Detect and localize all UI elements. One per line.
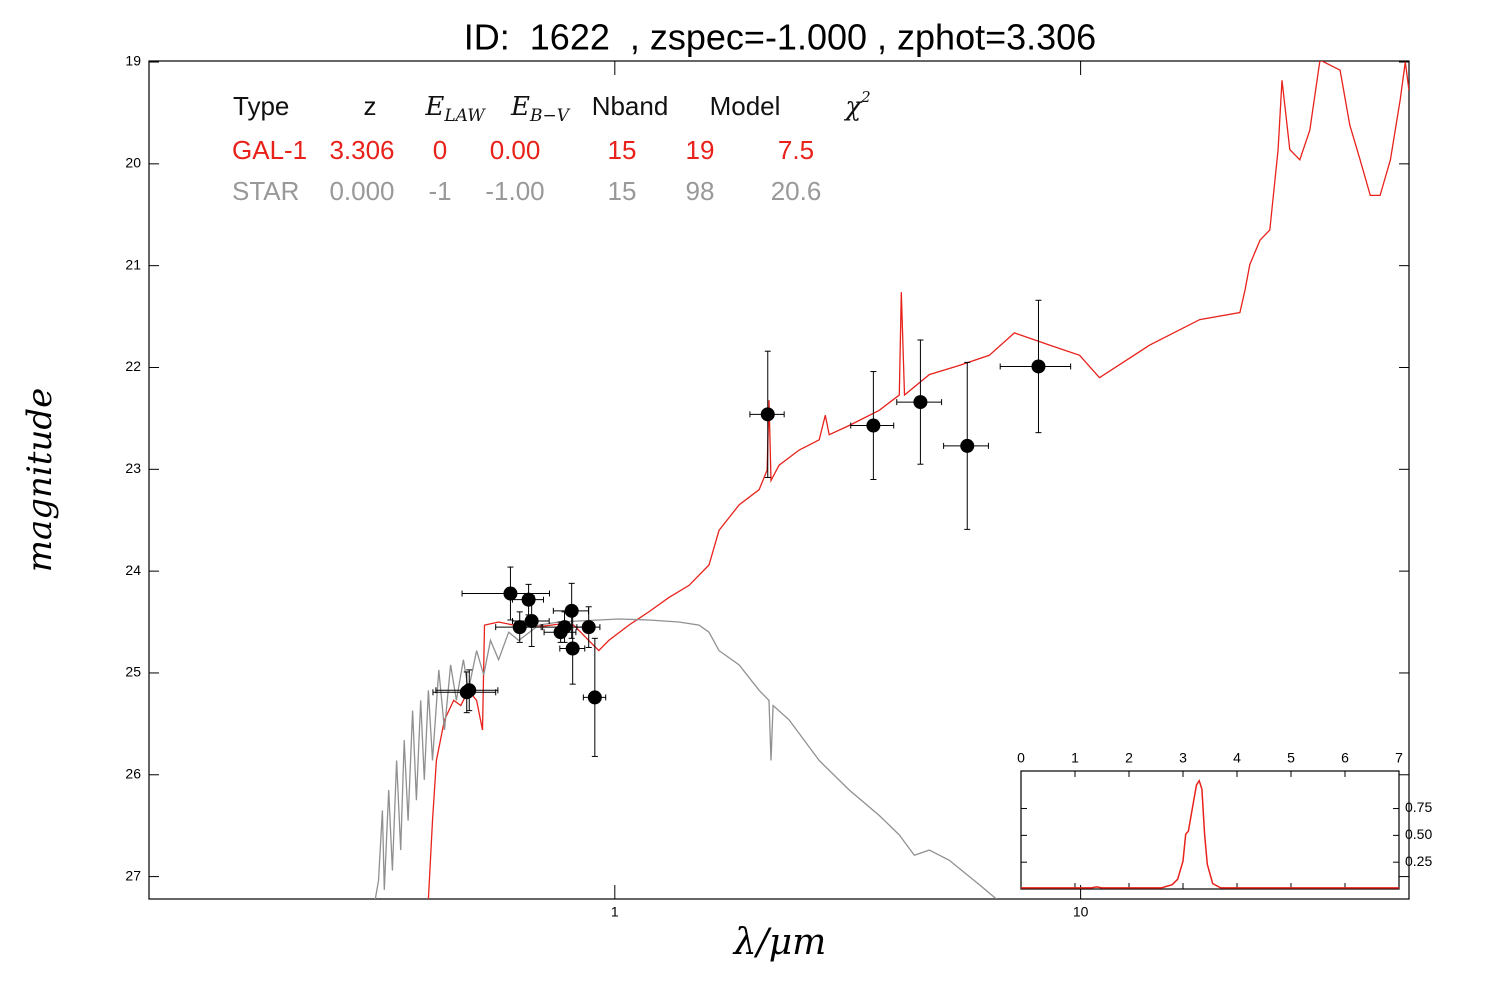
data-point — [521, 592, 536, 607]
table-cell: 0.00 — [490, 135, 541, 165]
table-header: z — [364, 91, 377, 121]
header-subscript: LAW — [443, 106, 486, 126]
table-cell: 0.000 — [329, 176, 394, 206]
table-header: Type — [233, 91, 289, 121]
inset-x-tick-label: 3 — [1179, 750, 1187, 766]
data-point — [462, 683, 477, 698]
x-tick-label: 10 — [1073, 904, 1089, 920]
plot-frame — [148, 60, 1410, 900]
data-point — [524, 614, 539, 629]
table-header: EB−V — [510, 92, 571, 126]
chart-title: ID: 1622 , zspec=-1.000 , zphot=3.306 — [464, 17, 1096, 58]
table-cell: STAR — [232, 176, 299, 206]
header-text: Model — [710, 91, 781, 121]
y-tick-label: 26 — [125, 765, 141, 781]
header-text: Nband — [592, 91, 669, 121]
inset-x-tick-label: 2 — [1125, 750, 1133, 766]
x-tick-label: 1 — [611, 904, 619, 920]
inset-x-tick-label: 0 — [1017, 750, 1025, 766]
data-point — [960, 438, 975, 453]
table-cell: 98 — [686, 176, 715, 206]
inset-y-tick-label: 0.50 — [1405, 826, 1432, 842]
data-point — [503, 586, 518, 601]
inset-frame — [1020, 770, 1400, 890]
y-tick-label: 27 — [125, 867, 141, 883]
header-text: z — [364, 91, 377, 121]
data-point — [581, 620, 596, 635]
table-cell: 20.6 — [771, 176, 822, 206]
header-text: χ — [843, 92, 863, 122]
table-cell: -1 — [428, 176, 451, 206]
table-header: χ2 — [843, 88, 870, 122]
data-point — [512, 620, 527, 635]
inset-x-tick-label: 5 — [1287, 750, 1295, 766]
inset-x-tick-label: 7 — [1395, 750, 1403, 766]
inset-x-tick-label: 1 — [1071, 750, 1079, 766]
table-cell: 15 — [608, 176, 637, 206]
data-point — [564, 603, 579, 618]
y-tick-label: 25 — [125, 664, 141, 680]
y-tick-label: 19 — [125, 53, 141, 69]
data-point — [565, 641, 580, 656]
y-tick-label: 22 — [125, 358, 141, 374]
pdf-curve — [1021, 778, 1399, 889]
inset-y-tick-label: 0.25 — [1405, 853, 1432, 869]
header-superscript: 2 — [860, 88, 871, 106]
table-cell: GAL-1 — [232, 135, 307, 165]
table-cell: 7.5 — [778, 135, 814, 165]
y-tick-label: 24 — [125, 562, 141, 578]
inset-y-tick-label: 0.75 — [1405, 799, 1432, 815]
table-cell: 0 — [433, 135, 447, 165]
data-point — [760, 407, 775, 422]
data-point — [1031, 359, 1046, 374]
model-spectrum — [374, 618, 997, 899]
table-header: Model — [710, 91, 781, 121]
y-axis-label: magnitude — [20, 388, 60, 573]
header-subscript: B−V — [529, 106, 571, 126]
header-text: E — [424, 92, 444, 122]
table-header: ELAW — [424, 92, 486, 126]
data-point — [866, 418, 881, 433]
data-point — [587, 690, 602, 705]
y-tick-label: 20 — [125, 155, 141, 171]
table-cell: 3.306 — [329, 135, 394, 165]
y-tick-label: 21 — [125, 256, 141, 272]
table-cell: 19 — [686, 135, 715, 165]
y-tick-label: 23 — [125, 460, 141, 476]
table-header: Nband — [592, 91, 669, 121]
header-text: Type — [233, 91, 289, 121]
inset-x-tick-label: 4 — [1233, 750, 1241, 766]
inset-x-tick-label: 6 — [1341, 750, 1349, 766]
data-point — [557, 620, 572, 635]
data-point — [913, 395, 928, 410]
header-text: E — [510, 92, 530, 122]
table-cell: -1.00 — [485, 176, 544, 206]
x-axis-label: λ/μm — [732, 922, 826, 963]
table-cell: 15 — [608, 135, 637, 165]
